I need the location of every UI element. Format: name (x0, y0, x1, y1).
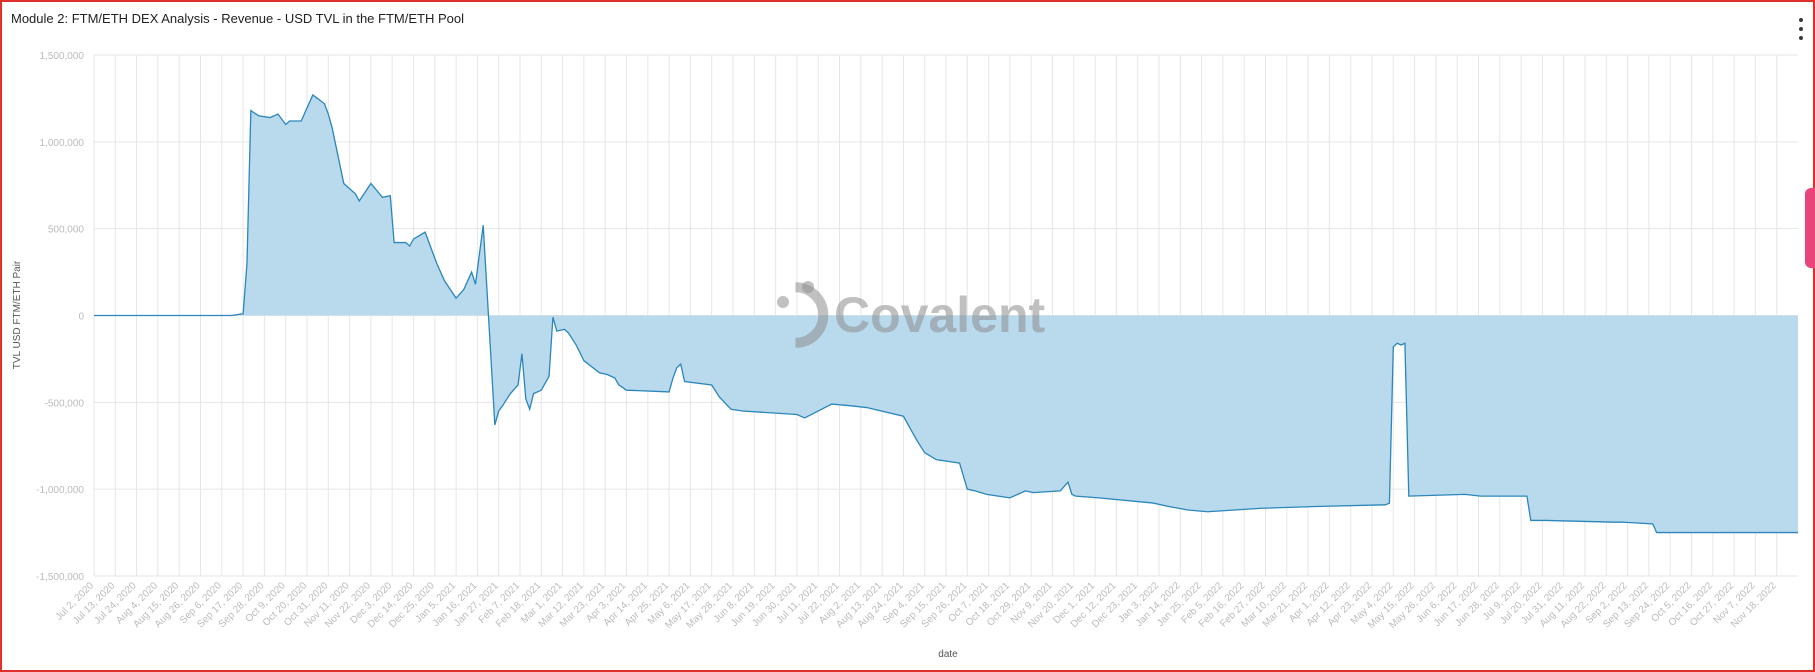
watermark: Covalent (777, 281, 1046, 348)
y-axis-title: TVL USD FTM/ETH Pair (12, 260, 23, 369)
watermark-text: Covalent (834, 287, 1046, 343)
series-area (94, 93, 1798, 534)
y-tick-label: 1,000,000 (40, 138, 85, 149)
covalent-logo-icon (777, 281, 829, 348)
panel-title: Module 2: FTM/ETH DEX Analysis - Revenue… (11, 11, 464, 26)
y-tick-label: 0 (78, 312, 84, 323)
y-tick-label: 1,500,000 (40, 51, 85, 62)
y-tick-label: -1,000,000 (36, 485, 84, 496)
y-axis-ticks: 1,500,000 1,000,000 500,000 0 -500,000 -1,000… (36, 51, 84, 583)
series-line (94, 93, 1798, 534)
vertical-ellipsis-icon[interactable] (1795, 18, 1807, 40)
series-area-fill (94, 94, 1798, 533)
feedback-side-tab[interactable] (1805, 188, 1815, 268)
y-tick-label: -1,500,000 (36, 572, 84, 583)
x-axis-title: date (938, 649, 958, 660)
y-tick-label: 500,000 (48, 225, 85, 236)
y-tick-label: -500,000 (45, 398, 85, 409)
